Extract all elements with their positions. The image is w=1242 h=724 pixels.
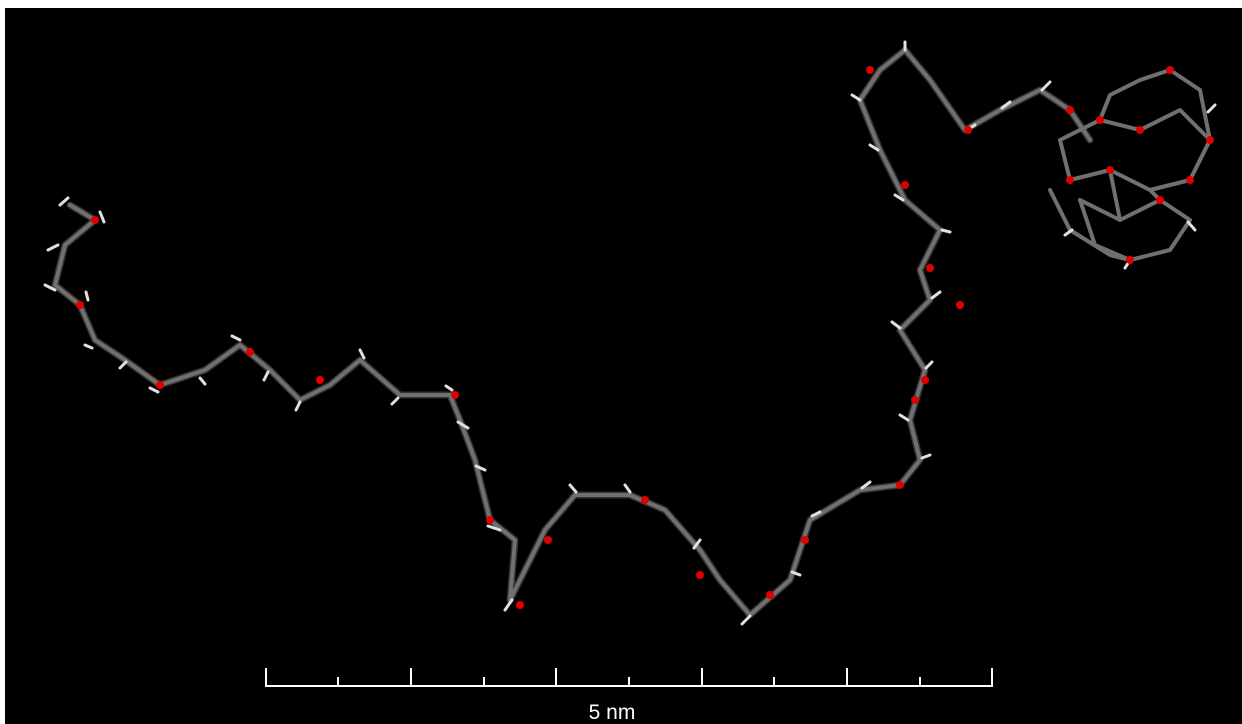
oxygen	[911, 396, 919, 404]
oxygen	[486, 516, 494, 524]
oxygen	[1106, 166, 1114, 174]
oxygen	[921, 376, 929, 384]
oxygen	[76, 301, 84, 309]
oxygen	[641, 496, 649, 504]
oxygen	[964, 126, 972, 134]
oxygen	[1126, 256, 1134, 264]
oxygen	[1206, 136, 1214, 144]
oxygen	[696, 571, 704, 579]
oxygen	[901, 181, 909, 189]
backbone	[53, 48, 1092, 617]
oxygen	[544, 536, 552, 544]
oxygen	[896, 481, 904, 489]
oxygen	[316, 376, 324, 384]
oxygen	[1156, 196, 1164, 204]
oxygen	[766, 591, 774, 599]
oxygen	[1096, 116, 1104, 124]
oxygen	[1136, 126, 1144, 134]
viewport-background	[5, 8, 1242, 724]
oxygen	[866, 66, 874, 74]
oxygen	[1186, 176, 1194, 184]
oxygen	[926, 264, 934, 272]
oxygen	[246, 348, 254, 356]
oxygen-atoms	[76, 66, 1214, 609]
oxygen	[956, 301, 964, 309]
oxygen	[451, 391, 459, 399]
oxygen	[156, 381, 164, 389]
oxygen	[516, 601, 524, 609]
scale-bar-label: 5 nm	[589, 701, 636, 724]
hydrogens	[43, 40, 1217, 626]
ring-cluster	[1048, 68, 1212, 262]
oxygen	[1066, 106, 1074, 114]
oxygen	[1066, 176, 1074, 184]
oxygen	[801, 536, 809, 544]
oxygen	[1166, 66, 1174, 74]
molecule	[43, 40, 1217, 626]
scale-bar	[265, 668, 993, 687]
oxygen	[91, 216, 99, 224]
